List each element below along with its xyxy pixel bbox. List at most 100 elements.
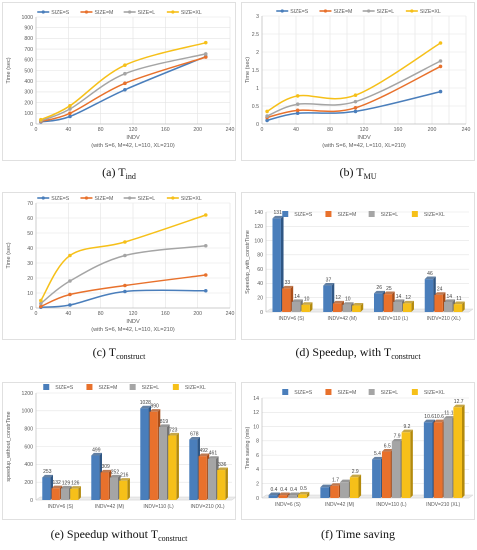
- legend-swatch-marker: [323, 9, 328, 13]
- bar-top: [278, 492, 290, 496]
- data-point: [123, 253, 127, 258]
- caption-d: (d) Speedup, with Tconstruct: [295, 345, 421, 361]
- bar-top: [393, 299, 405, 302]
- bar-top: [119, 478, 130, 481]
- data-label: 0.4: [280, 487, 287, 493]
- data-label: 33: [285, 280, 291, 286]
- bar-size-m: [100, 472, 109, 500]
- bar-side: [225, 467, 228, 500]
- data-point: [438, 64, 443, 69]
- legend-label: SIZE=XL: [181, 10, 202, 16]
- data-label: 492: [199, 448, 208, 454]
- legend-swatch: [325, 211, 332, 217]
- bar-top: [372, 456, 384, 460]
- data-label: 12.7: [454, 399, 464, 405]
- legend-swatch: [282, 389, 289, 395]
- series-line-size-xl: [266, 42, 441, 113]
- y-tick-label: 3: [256, 14, 259, 20]
- legend-label: SIZE=M: [98, 385, 117, 391]
- legend-label: SIZE=L: [377, 9, 395, 15]
- y-tick-label: 120: [254, 224, 263, 230]
- bar-top: [383, 291, 395, 295]
- data-label: 461: [209, 451, 218, 457]
- series-line-size-l: [40, 245, 206, 305]
- data-point: [203, 243, 208, 248]
- bar-size-l: [444, 302, 453, 312]
- x-tick-label: INDV=42 (M): [325, 502, 355, 508]
- data-point: [438, 89, 443, 94]
- legend-entry-size-xl: SIZE=XL: [166, 10, 202, 16]
- y-tick-label: 4: [256, 467, 259, 473]
- series-line-size-s: [40, 55, 207, 123]
- bar-top: [207, 456, 219, 459]
- bar-size-m: [282, 288, 291, 312]
- x-tick-label: INDV=110 (L): [143, 504, 174, 510]
- caption-symbol: T: [118, 165, 126, 179]
- bar-size-l: [60, 488, 70, 500]
- caption-subscript: ind: [126, 172, 136, 181]
- data-point: [203, 40, 208, 45]
- legend-swatch: [368, 211, 375, 217]
- legend-swatch-marker: [280, 9, 284, 13]
- legend-entry-size-l: SIZE=L: [368, 389, 398, 396]
- y-tick-label: 0: [256, 122, 259, 128]
- data-label: 10.6: [424, 414, 434, 420]
- data-point: [203, 273, 208, 277]
- legend-label: SIZE=XL: [185, 385, 206, 391]
- legend-swatch-marker: [128, 10, 132, 14]
- legend-label: SIZE=L: [381, 212, 399, 218]
- chart-c: 0 10 20 30 40 50 60 70 0 40 80 120 160 200 240 INDV (wit…: [2, 192, 236, 340]
- bar-top: [453, 404, 465, 408]
- y-tick-label: 2: [256, 50, 259, 56]
- data-point: [39, 301, 43, 306]
- bar-size-xl: [119, 480, 128, 500]
- bar-side: [462, 301, 465, 312]
- caption-e: (e) Speedup without Tconstruct: [51, 527, 189, 543]
- series-line-size-m: [40, 56, 206, 123]
- data-point: [68, 114, 72, 119]
- bar-size-l: [288, 495, 297, 498]
- legend-entry-size-l: SIZE=L: [129, 384, 159, 391]
- bar-top: [423, 419, 436, 423]
- x-tick-label: 200: [193, 311, 202, 317]
- x-tick-label: INDV=42 (M): [327, 316, 357, 322]
- bar-top: [323, 282, 335, 286]
- legend-entry-size-l: SIZE=L: [123, 196, 155, 202]
- data-label: 5.4: [374, 451, 381, 457]
- legend-entry-size-m: SIZE=M: [319, 9, 352, 15]
- legend-entry-size-xl: SIZE=XL: [411, 389, 445, 396]
- bar-size-m: [198, 456, 207, 500]
- y-tick-label: 700: [24, 47, 33, 53]
- y-tick-label: 200: [24, 100, 33, 106]
- x-tick-label: 200: [428, 127, 437, 133]
- bar-size-m: [330, 485, 339, 498]
- data-point: [123, 71, 127, 76]
- data-label: 2.9: [352, 469, 359, 475]
- data-point: [353, 109, 358, 114]
- bar-top: [330, 483, 342, 486]
- data-label: 131: [274, 210, 283, 216]
- caption-symbol: T: [384, 345, 392, 359]
- x-axis-subtitle: (with S=6, M=42, L=110, XL=210): [322, 143, 406, 149]
- y-tick-label: 1: [256, 86, 259, 92]
- caption-label: (c): [93, 345, 109, 359]
- y-tick-label: 12: [253, 410, 259, 416]
- bar-top: [443, 416, 455, 419]
- y-tick-label: 80: [257, 253, 263, 259]
- data-label: 6.5: [384, 443, 391, 449]
- series-line-size-xl: [40, 214, 206, 301]
- bar-side: [410, 429, 413, 498]
- data-point: [353, 106, 358, 110]
- legend-entry-size-l: SIZE=L: [368, 211, 399, 218]
- data-point: [295, 108, 300, 113]
- data-point: [265, 109, 269, 114]
- legend-swatch-marker: [84, 10, 89, 14]
- caption-label: (a): [102, 165, 118, 179]
- legend-label: SIZE=XL: [424, 212, 445, 218]
- bar-size-xl: [352, 305, 361, 312]
- x-tick-label: 80: [98, 127, 104, 133]
- data-label: 12: [335, 295, 341, 301]
- legend-swatch-marker: [84, 196, 89, 200]
- data-label: 126: [71, 481, 80, 487]
- series-line-size-m: [266, 65, 441, 119]
